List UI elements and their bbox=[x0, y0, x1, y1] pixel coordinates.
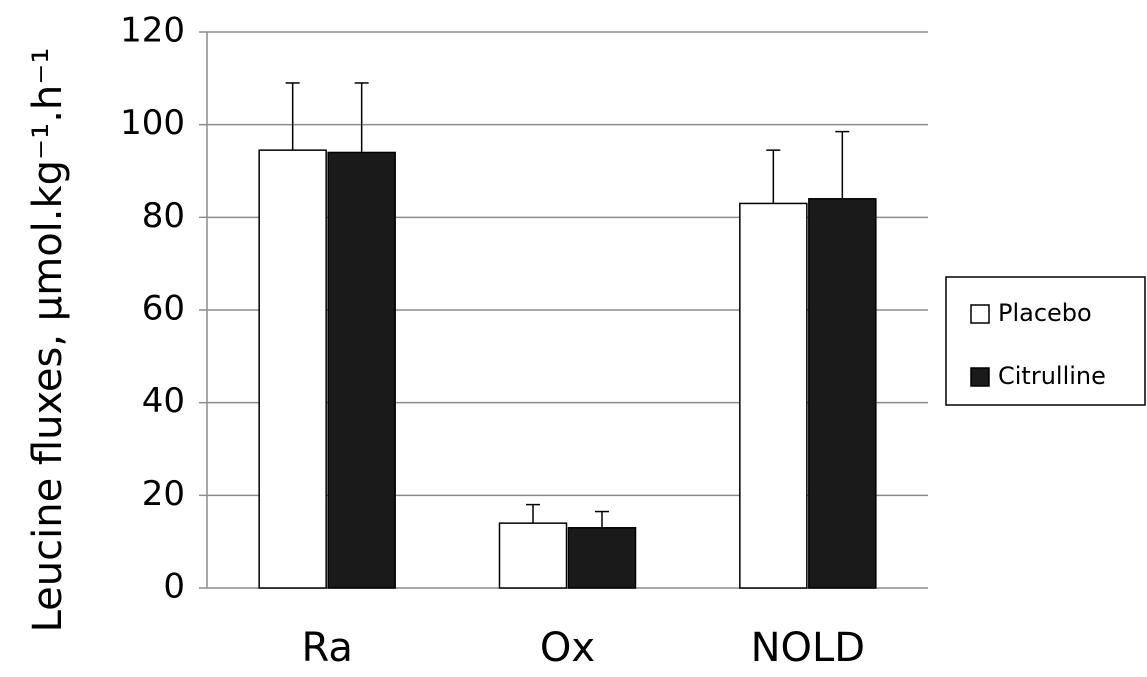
x-tick-label: NOLD bbox=[751, 625, 866, 671]
y-tick-label: 40 bbox=[142, 381, 185, 421]
legend-label: Placebo bbox=[998, 299, 1092, 327]
error-bar bbox=[285, 82, 300, 151]
y-tick-label: 120 bbox=[120, 11, 185, 51]
legend-swatch bbox=[970, 367, 990, 387]
error-bar bbox=[835, 130, 850, 199]
error-bar bbox=[595, 510, 609, 528]
error-bar bbox=[526, 503, 540, 524]
error-bar bbox=[766, 149, 781, 204]
legend-swatch bbox=[970, 304, 990, 324]
x-tick-label: Ox bbox=[540, 625, 595, 671]
bar bbox=[498, 522, 568, 589]
bar bbox=[258, 149, 327, 589]
bar bbox=[327, 151, 396, 589]
y-tick-label: 20 bbox=[142, 474, 185, 514]
y-tick-label: 60 bbox=[142, 289, 185, 329]
bar bbox=[808, 198, 877, 589]
bar bbox=[567, 527, 637, 589]
y-axis-label: Leucine fluxes, µmol.kg⁻¹.h⁻¹ bbox=[25, 48, 71, 633]
y-tick-label: 0 bbox=[163, 567, 185, 607]
y-tick-label: 100 bbox=[120, 103, 185, 143]
y-tick-label: 80 bbox=[142, 196, 185, 236]
error-bar bbox=[354, 82, 369, 153]
bar bbox=[739, 202, 808, 589]
x-tick-label: Ra bbox=[301, 625, 352, 671]
legend-label: Citrulline bbox=[998, 362, 1106, 390]
legend-box bbox=[945, 276, 1146, 406]
